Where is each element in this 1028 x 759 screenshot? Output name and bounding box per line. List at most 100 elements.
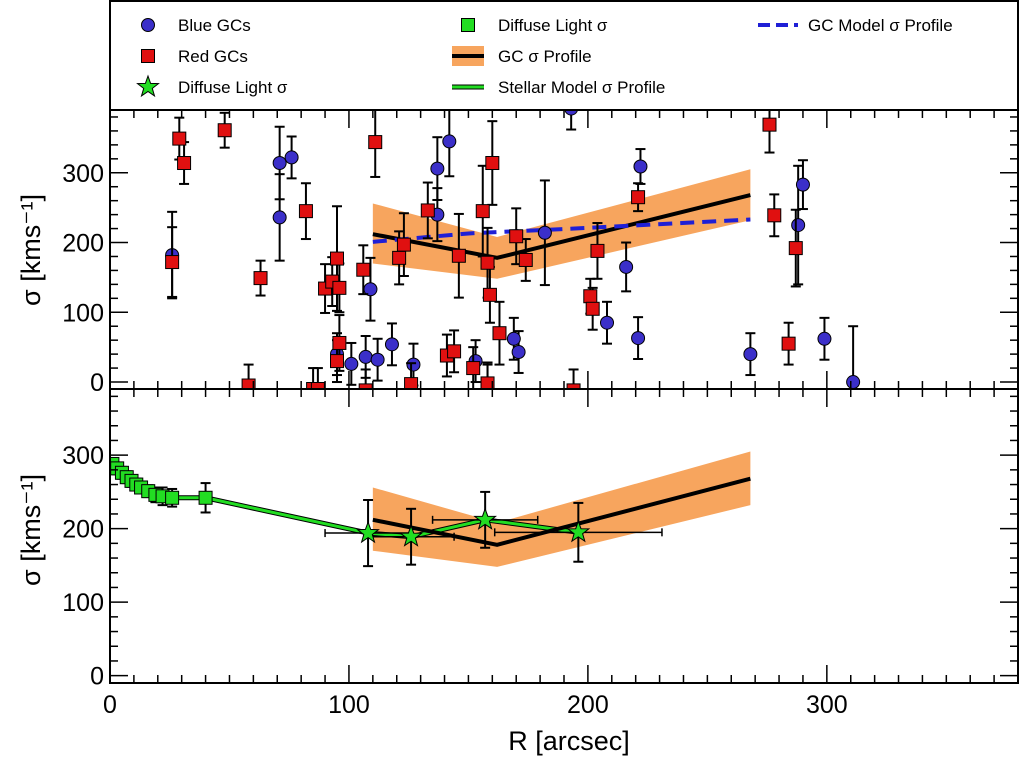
legend-label: Blue GCs	[178, 16, 251, 35]
blue-gc-point	[631, 331, 646, 346]
blue-gc-point	[537, 225, 552, 240]
red-gc-point	[590, 243, 605, 258]
red-gc-point	[392, 250, 407, 265]
blue-gc-point	[633, 159, 648, 174]
blue-gc-point	[272, 210, 287, 225]
plot-area	[110, 451, 751, 568]
blue-gc-point	[284, 150, 299, 165]
plot-area	[165, 110, 861, 389]
diffuse-light-star-point	[566, 519, 591, 543]
blue-gc-point	[600, 315, 615, 330]
legend-label: GC Model σ Profile	[808, 16, 953, 35]
red-gc-point	[447, 344, 462, 359]
legend-star-icon	[136, 74, 160, 98]
legend: Blue GCs Red GCs Diffuse Light σ Diffuse Li…	[109, 0, 1019, 111]
x-tick-label: 100	[328, 691, 370, 719]
red-gc-point	[330, 354, 344, 369]
red-gc-point	[585, 301, 600, 316]
x-tick-label: 0	[103, 691, 117, 719]
blue-gc-point	[511, 345, 526, 360]
legend-label: GC σ Profile	[498, 47, 592, 66]
blue-gc-point	[817, 331, 832, 346]
blue-gc-point	[506, 331, 521, 346]
red-gc-point	[172, 131, 187, 146]
diffuse-light-square-point	[198, 490, 213, 505]
diffuse-light-star-point	[356, 520, 380, 544]
red-gc-point	[356, 262, 371, 277]
gc-sigma-band	[372, 451, 751, 567]
blue-gc-point	[619, 259, 634, 274]
blue-gc-point	[795, 177, 810, 192]
diffuse-light-star-point	[399, 524, 423, 547]
red-gc-point	[177, 156, 192, 171]
red-gc-point	[368, 135, 383, 150]
legend-label: Diffuse Light σ	[178, 78, 288, 97]
blue-gc-point	[406, 357, 421, 372]
red-gc-point	[480, 376, 495, 389]
red-gc-point	[396, 237, 411, 252]
blue-gc-point	[564, 110, 579, 116]
red-gc-point	[358, 383, 373, 389]
blue-gc-point	[272, 156, 287, 171]
red-gc-point	[332, 335, 347, 350]
blue-gc-point	[370, 352, 385, 367]
red-gc-point	[310, 382, 325, 389]
blue-gc-point	[442, 134, 457, 149]
y-tick-label: 200	[62, 516, 104, 544]
red-gc-point	[509, 229, 524, 244]
red-gc-point	[404, 377, 419, 389]
red-gc-point	[420, 203, 435, 218]
red-gc-point	[566, 383, 581, 389]
red-gc-point	[298, 204, 313, 219]
legend-label: Stellar Model σ Profile	[498, 78, 665, 97]
red-gc-point	[466, 361, 481, 376]
legend-square-icon	[141, 49, 155, 63]
red-gc-point	[788, 241, 803, 256]
blue-gc-point	[358, 349, 373, 364]
gc-sigma-line	[372, 193, 751, 260]
blue-gc-point	[384, 337, 399, 352]
diffuse-light-star-point	[473, 507, 498, 530]
red-gc-point	[451, 248, 466, 263]
bottom-panel: 0 100 200 300 0 100 200 300	[62, 388, 1019, 719]
red-gc-point	[518, 252, 533, 267]
y-tick-label: 200	[62, 230, 104, 258]
legend-circle-icon	[141, 18, 155, 32]
gc-model-dashed-line	[372, 217, 751, 244]
y-tick-label: 100	[62, 589, 104, 617]
top-y-axis-title: σ [kms⁻¹]	[16, 194, 46, 306]
x-tick-label: 200	[567, 691, 609, 719]
blue-gc-point	[846, 375, 861, 389]
red-gc-point	[631, 190, 646, 205]
legend-label: Diffuse Light σ	[498, 16, 608, 35]
y-tick-label: 300	[62, 442, 104, 470]
red-gc-point	[781, 336, 796, 351]
y-tick-label: 300	[62, 160, 104, 188]
red-gc-point	[482, 287, 497, 302]
x-axis-title: R [arcsec]	[508, 726, 630, 756]
gc-sigma-line	[372, 476, 751, 547]
red-gc-point	[767, 208, 782, 223]
red-gc-point	[332, 280, 347, 295]
red-gc-point	[485, 156, 500, 171]
y-tick-label: 0	[90, 369, 104, 397]
red-gc-point	[762, 117, 777, 132]
red-gc-point	[241, 378, 256, 389]
blue-gc-point	[430, 161, 445, 176]
y-tick-label: 0	[90, 663, 104, 691]
blue-gc-point	[344, 356, 359, 371]
red-gc-point	[583, 289, 598, 304]
diffuse-light-square-point	[165, 490, 180, 505]
blue-gc-point	[791, 218, 806, 233]
red-gc-point	[165, 255, 180, 270]
legend-label: Red GCs	[178, 47, 248, 66]
red-gc-point	[253, 271, 268, 286]
red-gc-point	[217, 123, 232, 138]
red-gc-point	[475, 204, 490, 219]
legend-square-icon	[461, 18, 475, 32]
red-gc-point	[480, 255, 495, 270]
red-gc-point	[492, 326, 507, 341]
top-panel: 0 100 200 300	[62, 109, 1019, 397]
red-gc-point	[330, 251, 344, 266]
